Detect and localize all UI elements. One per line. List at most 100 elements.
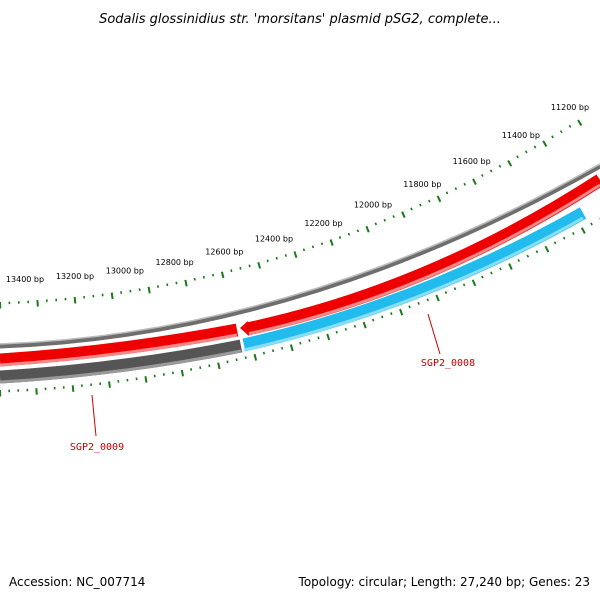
ruler-label: 11200 bp [551, 103, 589, 112]
gene-sgp2-0009-shade [0, 349, 242, 384]
gene-label-sgp2-0009[interactable]: SGP2_0009 [70, 442, 124, 453]
forward-gene-left[interactable] [0, 323, 239, 367]
forward-gene-left-shade [0, 333, 238, 367]
outer-minor-tick [568, 124, 572, 128]
outer-minor-tick [338, 236, 342, 239]
ruler-label: 11800 bp [403, 180, 441, 189]
outer-minor-tick [498, 164, 502, 168]
gene-sgp2-0008-track[interactable] [242, 207, 587, 352]
gene-label-sgp2-0008[interactable]: SGP2_0008 [421, 358, 475, 369]
inner-minor-tick [562, 236, 566, 240]
inner-major-tick [544, 245, 550, 253]
ruler-label: 11400 bp [502, 131, 540, 140]
inner-major-tick [71, 385, 75, 392]
inner-major-tick [253, 353, 258, 361]
inner-minor-tick [244, 356, 247, 359]
inner-major-tick [180, 369, 184, 377]
inner-minor-tick [526, 254, 530, 258]
outer-minor-tick [524, 150, 528, 154]
outer-major-tick [577, 119, 583, 127]
inner-minor-tick [390, 312, 393, 316]
inner-minor-tick [553, 241, 557, 245]
inner-minor-tick [335, 330, 338, 334]
outer-major-tick [542, 140, 548, 147]
outer-minor-tick [559, 130, 563, 134]
accession-text: Accession: NC_007714 [9, 575, 145, 589]
outer-minor-tick [248, 264, 251, 268]
inner-major-tick [399, 308, 404, 316]
inner-minor-tick [381, 315, 384, 319]
ruler-label: 12400 bp [255, 235, 293, 244]
forward-gene-arrowhead [240, 321, 249, 336]
inner-minor-tick [281, 346, 284, 350]
ruler-label: 12000 bp [354, 201, 392, 210]
outer-minor-tick [463, 182, 466, 186]
inner-tick-ruler [0, 218, 600, 397]
ruler-label: 13000 bp [106, 266, 144, 275]
outer-major-tick [73, 296, 77, 304]
outer-major-tick [257, 261, 261, 269]
outer-minor-tick [516, 155, 519, 159]
outer-major-tick [184, 279, 188, 287]
outer-tick-ruler [0, 119, 583, 309]
outer-minor-tick [374, 222, 378, 226]
outer-minor-tick [551, 135, 554, 139]
outer-major-tick [220, 271, 225, 279]
inner-minor-tick [453, 287, 457, 291]
inner-major-tick [580, 227, 586, 234]
inner-minor-tick [317, 336, 320, 340]
outer-minor-tick [284, 254, 287, 257]
inner-minor-tick [299, 341, 302, 345]
inner-minor-tick [444, 291, 448, 294]
outer-minor-tick [392, 215, 395, 219]
outer-minor-tick [489, 169, 493, 173]
outer-minor-tick [239, 266, 242, 270]
outer-minor-tick [445, 191, 449, 195]
outer-minor-tick [193, 277, 196, 281]
outer-major-tick [110, 292, 114, 300]
outer-minor-tick [419, 203, 422, 207]
outer-minor-tick [230, 269, 233, 273]
inner-minor-tick [426, 298, 429, 302]
outer-major-tick [147, 286, 151, 294]
outer-minor-tick [533, 145, 537, 149]
outer-minor-tick [311, 245, 315, 249]
inner-minor-tick [490, 271, 493, 275]
ruler-label: 12200 bp [304, 219, 342, 228]
outer-minor-tick [356, 229, 360, 233]
inner-minor-tick [417, 301, 420, 305]
inner-major-tick [217, 362, 221, 370]
forward-gene-right[interactable] [245, 174, 600, 336]
inner-major-tick [471, 279, 477, 287]
outer-minor-tick [266, 259, 269, 263]
inner-minor-tick [590, 222, 593, 226]
map-title: Sodalis glossinidius str. 'morsitans' pl… [99, 12, 501, 27]
outer-minor-tick [481, 173, 484, 177]
backbone-track-highlight [0, 163, 600, 345]
inner-minor-tick [535, 250, 539, 254]
ruler-label: 12600 bp [205, 248, 243, 257]
genome-summary-text: Topology: circular; Length: 27,240 bp; G… [298, 575, 590, 589]
inner-major-tick [326, 333, 331, 341]
gene-sgp2-0008-leader [427, 313, 441, 355]
gene-sgp2-0008-shade [243, 216, 584, 352]
inner-minor-tick [344, 327, 347, 331]
inner-minor-tick [371, 318, 375, 322]
inner-minor-tick [308, 339, 311, 342]
inner-major-tick [144, 376, 148, 383]
inner-minor-tick [499, 267, 502, 271]
gene-sgp2-0009-track[interactable] [0, 339, 243, 384]
backbone-track [0, 163, 600, 349]
outer-major-tick [472, 178, 477, 186]
outer-minor-tick [275, 256, 278, 260]
ruler-label: 13400 bp [6, 275, 44, 284]
inner-minor-tick [208, 364, 211, 368]
inner-major-tick [362, 321, 367, 329]
inner-minor-tick [517, 259, 520, 262]
outer-minor-tick [212, 273, 215, 277]
inner-major-tick [108, 381, 111, 388]
outer-minor-tick [454, 187, 458, 191]
inner-major-tick [289, 344, 294, 352]
outer-major-tick [293, 251, 298, 259]
